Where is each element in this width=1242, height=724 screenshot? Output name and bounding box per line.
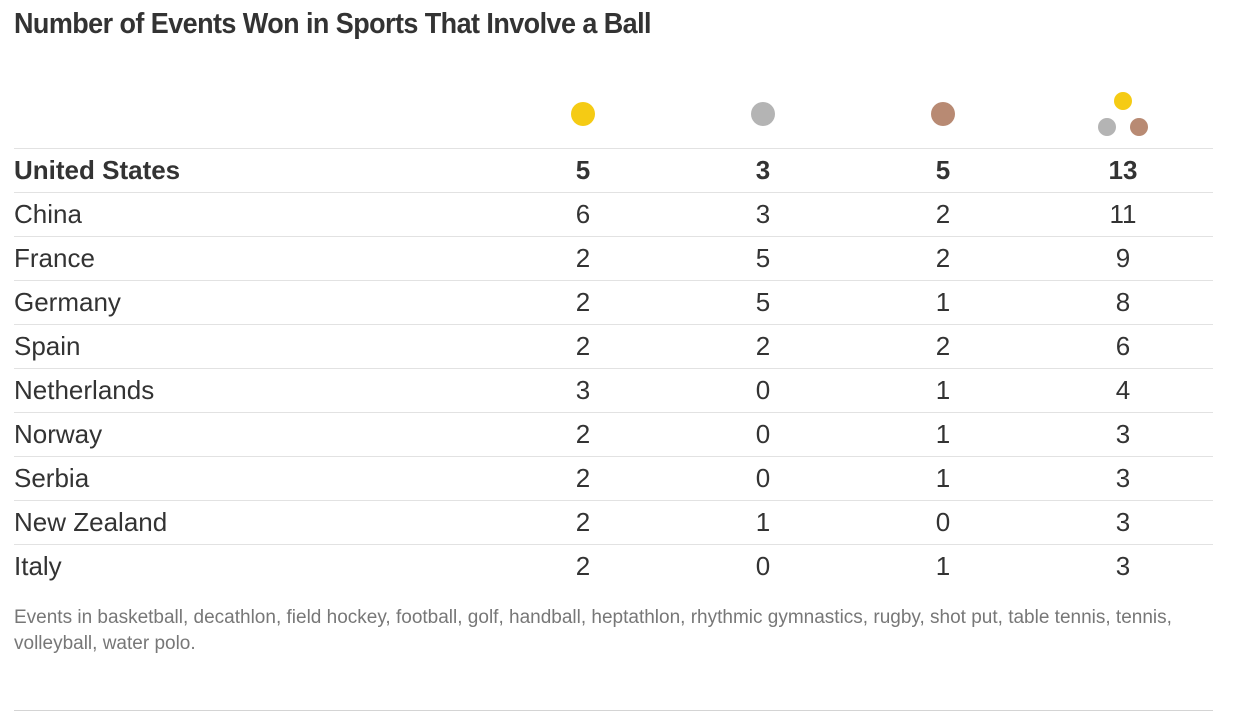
- silver-count-cell: 3: [755, 199, 771, 229]
- country-cell: New Zealand: [14, 507, 168, 537]
- total-count-cell: 8: [1115, 287, 1131, 317]
- bronze-count-cell: 1: [935, 419, 951, 449]
- total-count-cell: 3: [1115, 463, 1131, 493]
- table-row: New Zealand 2 1 0 3: [14, 501, 1213, 545]
- gold-count-cell: 2: [575, 551, 591, 581]
- country-cell: France: [14, 243, 95, 273]
- silver-count-cell: 0: [755, 419, 771, 449]
- table-row: France 2 5 2 9: [14, 237, 1213, 281]
- country-cell: Italy: [14, 551, 62, 581]
- country-cell: Germany: [14, 287, 121, 317]
- country-cell: Serbia: [14, 463, 90, 493]
- table-row: Netherlands 3 0 1 4: [14, 369, 1213, 413]
- total-silver-dot-icon: [1098, 118, 1116, 136]
- gold-count-cell: 6: [575, 199, 591, 229]
- total-count-cell: 3: [1115, 419, 1131, 449]
- silver-count-cell: 5: [755, 287, 771, 317]
- bronze-count-cell: 1: [935, 375, 951, 405]
- table-row: Norway 2 0 1 3: [14, 413, 1213, 457]
- silver-count-cell: 0: [755, 375, 771, 405]
- total-bronze-dot-icon: [1130, 118, 1148, 136]
- gold-count-cell: 2: [575, 507, 591, 537]
- total-count-cell: 4: [1115, 375, 1131, 405]
- bronze-count-cell: 2: [935, 243, 951, 273]
- table-body: United States 5 3 5 13 China 6 3 2 11 France 2 5 2 9 Ge…: [14, 149, 1213, 588]
- silver-count-cell: 2: [755, 331, 771, 361]
- silver-count-cell: 3: [755, 155, 771, 185]
- total-count-cell: 13: [1108, 155, 1138, 185]
- silver-medal-icon: [751, 102, 775, 126]
- country-cell: United States: [14, 155, 181, 185]
- bronze-count-cell: 1: [935, 463, 951, 493]
- table-row: China 6 3 2 11: [14, 193, 1213, 237]
- gold-count-cell: 3: [575, 375, 591, 405]
- bronze-count-cell: 1: [935, 287, 951, 317]
- silver-count-cell: 5: [755, 243, 771, 273]
- table-row: Germany 2 5 1 8: [14, 281, 1213, 325]
- silver-count-cell: 1: [755, 507, 771, 537]
- total-count-cell: 3: [1115, 507, 1131, 537]
- bronze-count-cell: 2: [935, 199, 951, 229]
- table-row: United States 5 3 5 13: [14, 149, 1213, 193]
- medal-table: United States 5 3 5 13 China 6 3 2 11 France 2 5 2 9 Ge…: [14, 84, 1213, 588]
- footnote: Events in basketball, decathlon, field h…: [14, 607, 1172, 654]
- gold-count-cell: 2: [575, 243, 591, 273]
- gold-medal-icon: [571, 102, 595, 126]
- chart-title: Number of Events Won in Sports That Invo…: [14, 8, 652, 40]
- country-cell: Spain: [14, 331, 81, 361]
- table-row: Italy 2 0 1 3: [14, 545, 1213, 588]
- bronze-count-cell: 5: [935, 155, 951, 185]
- bronze-count-cell: 1: [935, 551, 951, 581]
- table-row: Spain 2 2 2 6: [14, 325, 1213, 369]
- bronze-count-cell: 0: [935, 507, 951, 537]
- gold-count-cell: 2: [575, 463, 591, 493]
- total-count-cell: 3: [1115, 551, 1131, 581]
- bronze-medal-icon: [931, 102, 955, 126]
- gold-count-cell: 2: [575, 287, 591, 317]
- country-cell: Norway: [14, 419, 103, 449]
- gold-count-cell: 2: [575, 331, 591, 361]
- bronze-count-cell: 2: [935, 331, 951, 361]
- bottom-divider: [14, 710, 1213, 711]
- total-count-cell: 11: [1109, 199, 1137, 229]
- table-header-row: [14, 84, 1213, 149]
- silver-count-cell: 0: [755, 463, 771, 493]
- gold-count-cell: 2: [575, 419, 591, 449]
- country-cell: Netherlands: [14, 375, 155, 405]
- table-row: Serbia 2 0 1 3: [14, 457, 1213, 501]
- total-count-cell: 6: [1115, 331, 1131, 361]
- silver-count-cell: 0: [755, 551, 771, 581]
- total-gold-dot-icon: [1114, 92, 1132, 110]
- gold-count-cell: 5: [575, 155, 591, 185]
- total-count-cell: 9: [1115, 243, 1131, 273]
- country-cell: China: [14, 199, 82, 229]
